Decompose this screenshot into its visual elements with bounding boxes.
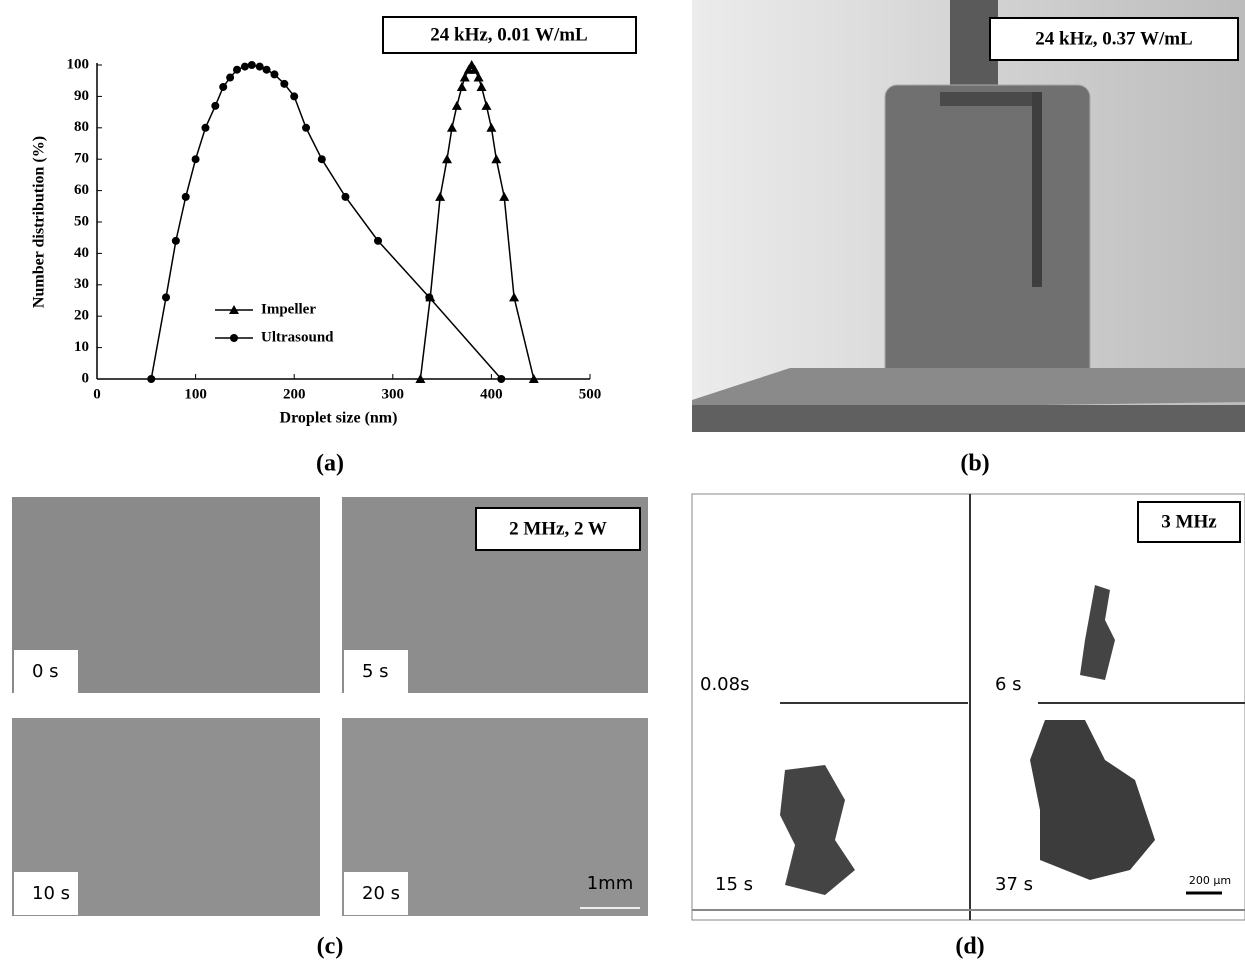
scale-label: 200 µm [1189, 874, 1231, 887]
y-tick-label: 0 [82, 370, 90, 386]
annotation-box [475, 507, 641, 551]
marker [497, 375, 506, 383]
marker [486, 122, 497, 132]
frame-label: 6 s [995, 674, 1022, 695]
marker [469, 64, 480, 74]
marker [233, 65, 242, 74]
x-tick-label: 100 [184, 386, 207, 402]
marker [415, 374, 426, 383]
marker [341, 192, 350, 201]
annotation: 2 MHz, 2 W [509, 518, 607, 539]
marker [162, 293, 171, 302]
y-tick-label: 70 [74, 151, 89, 167]
marker [219, 82, 228, 91]
marker [446, 122, 457, 132]
marker [230, 334, 238, 342]
frame-label-box [344, 872, 408, 915]
panel-label: (c) [317, 934, 344, 960]
frame-label: 15 s [715, 874, 753, 895]
x-tick-label: 0 [93, 386, 101, 402]
marker [302, 123, 311, 132]
marker [290, 92, 299, 101]
frames-d [691, 493, 1245, 921]
marker [147, 375, 156, 383]
frame-label: 20 s [362, 883, 400, 904]
marker [481, 100, 492, 110]
marker [456, 81, 467, 91]
y-tick-label: 40 [74, 245, 89, 261]
frame-label-box [344, 650, 408, 693]
y-tick-label: 10 [74, 339, 89, 355]
panel-label: (d) [955, 934, 984, 960]
marker [499, 191, 510, 201]
marker [476, 81, 487, 91]
y-tick-label: 90 [74, 88, 89, 104]
marker [191, 155, 200, 164]
y-tick-label: 30 [74, 276, 89, 292]
frame-label: 37 s [995, 874, 1033, 895]
frame-label: 0.08s [700, 674, 749, 695]
annotation: 24 kHz, 0.37 W/mL [1035, 28, 1192, 49]
y-tick-label: 20 [74, 308, 89, 324]
annotation-box [989, 17, 1239, 61]
legend-label: Impeller [261, 301, 316, 317]
marker [171, 236, 180, 245]
annotation: 24 kHz, 0.01 W/mL [430, 24, 587, 45]
annotation: 3 MHz [1161, 511, 1217, 532]
legend-label: Ultrasound [261, 329, 334, 345]
marker [317, 155, 326, 164]
annotation-box [1137, 501, 1241, 543]
scale-label: 1mm [587, 873, 634, 894]
frame-label: 5 s [362, 661, 389, 682]
marker [226, 73, 235, 82]
frame-label: 0 s [32, 661, 59, 682]
marker [247, 61, 256, 69]
y-axis-label: Number distribution (%) [31, 136, 48, 308]
marker [255, 62, 264, 71]
frame-label: 10 s [32, 883, 70, 904]
y-tick-label: 60 [74, 182, 89, 198]
marker [442, 154, 453, 164]
x-tick-label: 300 [382, 386, 405, 402]
marker [459, 72, 470, 82]
marker [211, 101, 220, 110]
x-tick-label: 200 [283, 386, 306, 402]
marker [240, 62, 249, 71]
y-tick-label: 80 [74, 119, 89, 135]
marker [201, 123, 210, 132]
marker [374, 236, 383, 245]
marker [229, 305, 239, 314]
marker [451, 100, 462, 110]
x-tick-label: 400 [480, 386, 503, 402]
annotation-box [382, 16, 637, 54]
marker [262, 65, 271, 74]
marker [181, 192, 190, 201]
series-line [419, 63, 535, 380]
marker [435, 191, 446, 201]
frames-c [12, 497, 648, 916]
photo-b [692, 0, 1245, 432]
frame-label-box [14, 872, 78, 915]
y-tick-label: 100 [67, 56, 90, 72]
marker [491, 154, 502, 164]
frame-label-box [14, 650, 78, 693]
x-tick-label: 500 [579, 386, 602, 402]
x-axis-label: Droplet size (nm) [280, 410, 398, 427]
marker [528, 374, 539, 383]
marker [280, 79, 289, 88]
marker [473, 72, 484, 82]
panel-label: (b) [960, 451, 989, 477]
panel-label: (a) [316, 451, 344, 477]
y-tick-label: 50 [74, 213, 89, 229]
marker [270, 70, 279, 79]
marker [425, 293, 434, 302]
marker [509, 292, 520, 302]
